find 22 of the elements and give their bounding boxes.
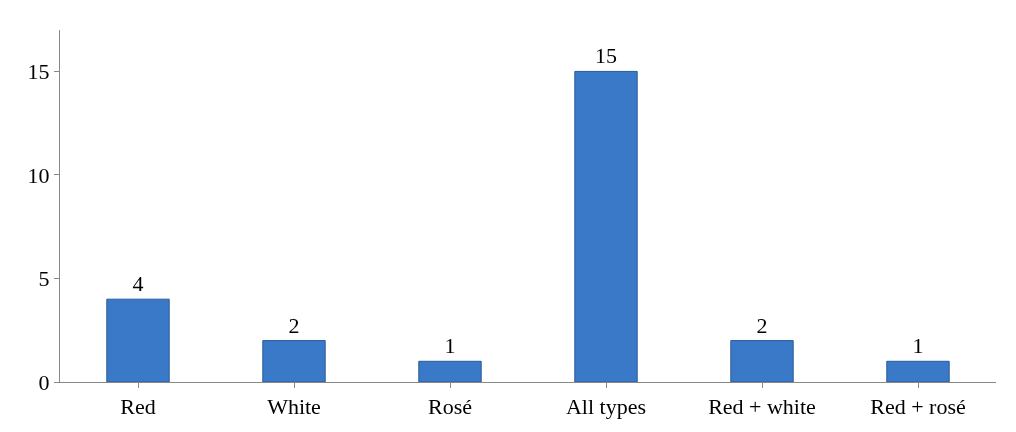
data-label: 2: [288, 312, 300, 338]
bar: [262, 340, 326, 382]
data-label: 2: [756, 312, 768, 338]
data-label: 15: [595, 43, 617, 69]
x-tick-label: All types: [565, 394, 647, 420]
data-label: 4: [132, 271, 144, 297]
y-tick-label: 15: [27, 59, 50, 85]
y-tick-label: 0: [38, 369, 50, 395]
x-tick-label: Red + rosé: [870, 394, 966, 420]
bar: [574, 70, 638, 382]
data-label: 1: [912, 333, 924, 359]
x-tick-label: Rosé: [428, 394, 472, 420]
x-tick-label: Red + white: [708, 394, 816, 420]
bar: [886, 360, 950, 382]
data-label: 1: [444, 333, 456, 359]
y-tick-label: 10: [27, 162, 50, 188]
y-tick-label: 5: [38, 266, 50, 292]
bar: [730, 340, 794, 382]
bar: [418, 360, 482, 382]
x-tick-label: White: [267, 394, 321, 420]
x-tick-label: Red: [120, 394, 156, 420]
bar: [106, 298, 170, 382]
